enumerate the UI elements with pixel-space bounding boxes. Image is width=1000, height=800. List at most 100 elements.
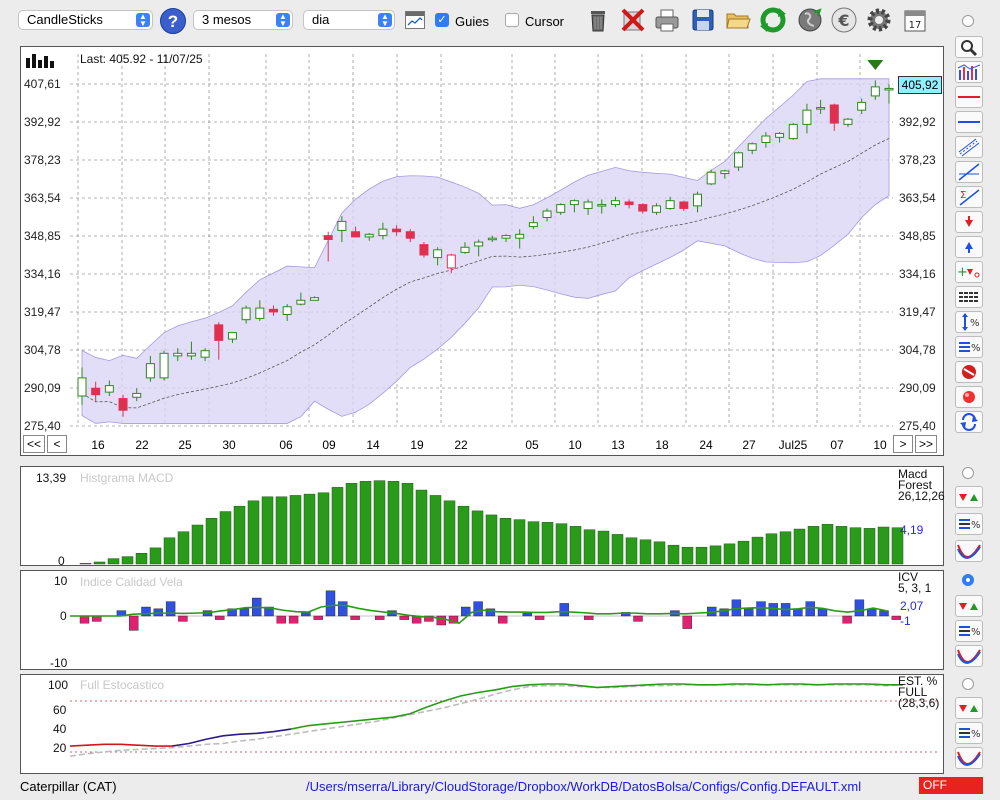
macd-bar bbox=[457, 505, 470, 565]
config-path-link[interactable]: /Users/mserra/Library/CloudStorage/Dropb… bbox=[306, 779, 862, 794]
svg-text:Σ: Σ bbox=[960, 190, 966, 201]
icv-value-1: 2,07 bbox=[900, 599, 924, 613]
candle-body bbox=[392, 228, 402, 233]
open-folder-icon[interactable] bbox=[724, 6, 752, 34]
macd-bar bbox=[331, 487, 344, 565]
macd-bar bbox=[177, 531, 190, 565]
stoch-lines-percent-icon[interactable]: % bbox=[955, 722, 983, 744]
channel-icon[interactable] bbox=[955, 136, 983, 158]
icv-radio[interactable] bbox=[962, 574, 974, 586]
date-x-label: 09 bbox=[322, 438, 336, 452]
icv-signal-arrows-icon[interactable] bbox=[955, 595, 983, 617]
candle-body bbox=[829, 104, 839, 124]
swap-icon[interactable] bbox=[955, 411, 983, 433]
icv-curve-icon[interactable] bbox=[955, 645, 983, 667]
euro-icon[interactable]: € bbox=[830, 6, 858, 34]
interval-value: dia bbox=[312, 12, 330, 27]
top-radio[interactable] bbox=[962, 15, 974, 27]
icv-bar bbox=[375, 615, 385, 620]
price-y-label-right: 275,40 bbox=[899, 419, 936, 433]
macd-bar bbox=[835, 526, 848, 565]
delete-icon[interactable] bbox=[619, 6, 647, 34]
candle-body bbox=[528, 222, 538, 228]
stoch-d-line bbox=[69, 684, 904, 758]
horizontal-line-red-icon[interactable] bbox=[955, 86, 983, 108]
cursor-checkbox[interactable] bbox=[505, 13, 519, 27]
macd-bar bbox=[163, 537, 176, 565]
period-select[interactable]: 3 mesos ▲ ▼ bbox=[193, 10, 293, 30]
candle-body bbox=[487, 237, 497, 241]
macd-bar bbox=[93, 561, 106, 565]
icv-bar bbox=[264, 606, 274, 617]
help-glyph: ? bbox=[167, 12, 179, 31]
arrow-down-red-icon[interactable] bbox=[955, 211, 983, 233]
macd-bar bbox=[471, 510, 484, 565]
icv-bar bbox=[744, 608, 754, 617]
scroll-prev-button[interactable]: < bbox=[47, 435, 67, 453]
cancel-icon[interactable] bbox=[955, 361, 983, 383]
company-name: Caterpillar (CAT) bbox=[20, 779, 117, 794]
list-lines-icon[interactable] bbox=[955, 286, 983, 308]
save-icon[interactable] bbox=[689, 6, 717, 34]
icv-title: Indice Calidad Vela bbox=[80, 575, 183, 589]
macd-lines-percent-icon[interactable]: % bbox=[955, 513, 983, 535]
stoch-curve-icon[interactable] bbox=[955, 747, 983, 769]
macd-signal-arrows-icon[interactable] bbox=[955, 486, 983, 508]
icv-value-2: -1 bbox=[900, 614, 911, 628]
macd-bar bbox=[513, 519, 526, 565]
stochastic-radio[interactable] bbox=[962, 678, 974, 690]
macd-bar bbox=[555, 523, 568, 565]
gear-icon[interactable] bbox=[865, 6, 893, 34]
scroll-next-button[interactable]: > bbox=[893, 435, 913, 453]
icv-bar bbox=[473, 601, 483, 617]
macd-curve-icon[interactable] bbox=[955, 540, 983, 562]
stoch-y100: 100 bbox=[48, 678, 69, 692]
macd-bar bbox=[737, 540, 750, 565]
icv-panel bbox=[20, 570, 944, 670]
vertical-percent-icon[interactable]: % bbox=[955, 311, 983, 333]
macd-bar bbox=[541, 522, 554, 565]
add-remove-arrows-icon[interactable]: + bbox=[955, 261, 983, 283]
price-y-label-left: 378,23 bbox=[24, 153, 61, 167]
lines-percent-icon[interactable]: % bbox=[955, 336, 983, 358]
icv-bar bbox=[768, 603, 778, 617]
scroll-first-button[interactable]: << bbox=[23, 435, 45, 453]
macd-bar bbox=[681, 546, 694, 565]
icv-bar bbox=[756, 601, 766, 617]
chart-type-select[interactable]: CandleSticks ▲ ▼ bbox=[18, 10, 153, 30]
arrow-up-blue-icon[interactable] bbox=[955, 236, 983, 258]
macd-bar bbox=[233, 505, 246, 565]
print-icon[interactable] bbox=[653, 6, 681, 34]
candle-body bbox=[159, 352, 169, 379]
zoom-icon[interactable] bbox=[955, 36, 983, 58]
globe-icon[interactable] bbox=[796, 6, 824, 34]
chart-window-icon[interactable] bbox=[405, 11, 425, 29]
candle-body bbox=[501, 235, 511, 239]
candle-body bbox=[788, 123, 798, 140]
scroll-last-button[interactable]: >> bbox=[915, 435, 937, 453]
help-icon[interactable]: ? bbox=[160, 8, 186, 34]
macd-bar bbox=[653, 541, 666, 565]
trash-icon[interactable] bbox=[584, 6, 612, 34]
candle-body bbox=[214, 324, 224, 341]
macd-info-3: 26,12,26 bbox=[898, 489, 945, 503]
stoch-signal-arrows-icon[interactable] bbox=[955, 697, 983, 719]
macd-radio[interactable] bbox=[962, 467, 974, 479]
record-icon[interactable] bbox=[955, 386, 983, 408]
interval-select[interactable]: dia ▲ ▼ bbox=[303, 10, 395, 30]
svg-text:%: % bbox=[971, 343, 981, 354]
candle-body bbox=[870, 86, 880, 97]
calendar-icon[interactable]: 17 bbox=[901, 6, 929, 34]
icv-bar bbox=[719, 608, 729, 617]
sum-line-icon[interactable]: Σ bbox=[955, 186, 983, 208]
date-x-label: 13 bbox=[611, 438, 625, 452]
macd-bar bbox=[499, 518, 512, 565]
refresh-icon[interactable] bbox=[759, 6, 787, 34]
icv-lines-percent-icon[interactable]: % bbox=[955, 620, 983, 642]
horizontal-line-blue-icon[interactable] bbox=[955, 111, 983, 133]
price-y-label-left: 392,92 bbox=[24, 115, 61, 129]
bar-chart-type-icon[interactable] bbox=[955, 61, 983, 83]
candle-body bbox=[419, 244, 429, 256]
guides-checkbox[interactable]: ✓ bbox=[435, 13, 449, 27]
trend-line-icon[interactable] bbox=[955, 161, 983, 183]
